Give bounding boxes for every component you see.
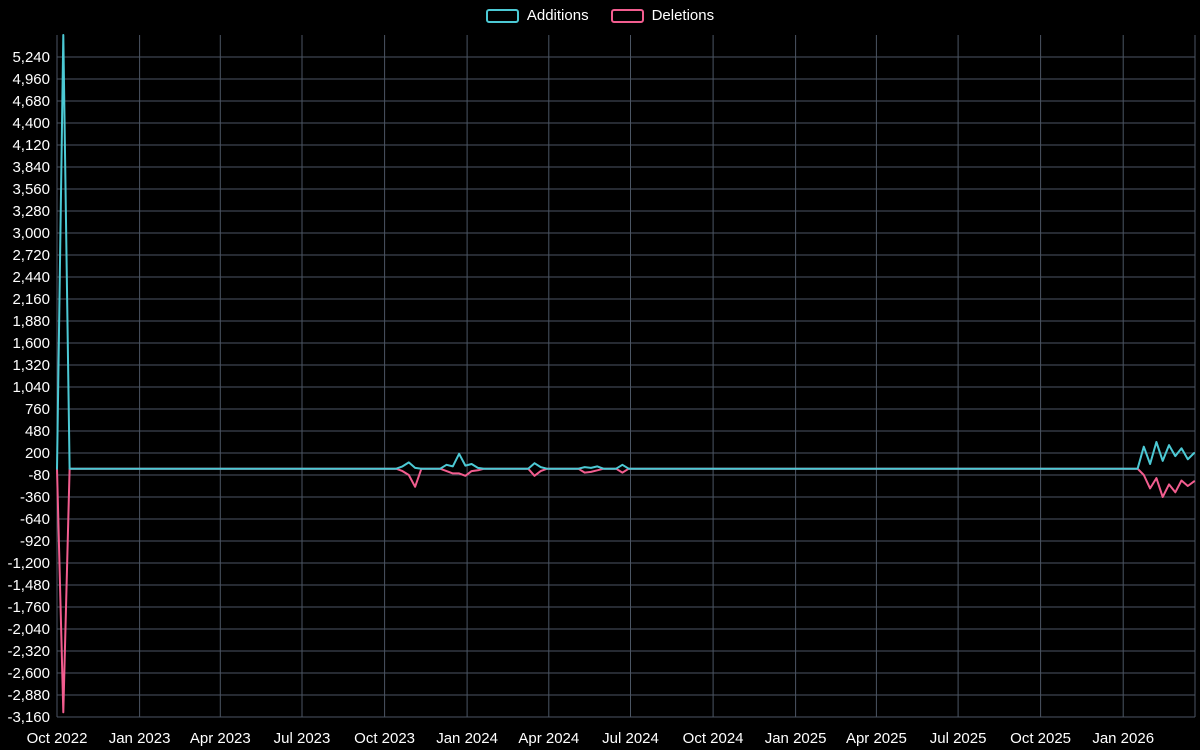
y-axis-tick-label: 3,840 [12, 159, 50, 176]
axis-labels: 5,240 4,960 4,680 4,400 4,120 3,840 3,560 3,280… [7, 49, 1154, 747]
legend-label-deletions: Deletions [651, 7, 715, 24]
y-axis-tick-label: 760 [25, 401, 50, 418]
y-axis-tick-label: -80 [28, 467, 50, 484]
grid-lines [56, 35, 1196, 718]
y-axis-tick-label: 200 [25, 445, 50, 462]
y-axis-tick-label: -920 [20, 533, 50, 550]
x-axis-tick-label: Jul 2025 [930, 730, 987, 747]
y-axis-tick-label: -1,200 [7, 555, 50, 572]
x-axis-tick-label: Apr 2024 [518, 730, 579, 747]
y-axis-tick-label: 3,560 [12, 181, 50, 198]
y-axis-tick-label: 2,720 [12, 247, 50, 264]
additions-swatch-icon [485, 9, 519, 23]
y-axis-tick-label: -2,040 [7, 621, 50, 638]
y-axis-tick-label: -3,160 [7, 709, 50, 726]
y-axis-tick-label: 2,160 [12, 291, 50, 308]
series-lines [56, 34, 1196, 714]
chart-legend: Additions Deletions [0, 7, 1200, 25]
y-axis-tick-label: 1,320 [12, 357, 50, 374]
x-axis-tick-label: Oct 2022 [27, 730, 88, 747]
additions-line [56, 34, 1196, 470]
legend-label-additions: Additions [526, 7, 589, 24]
y-axis-tick-label: -1,480 [7, 577, 50, 594]
y-axis-tick-label: 1,600 [12, 335, 50, 352]
x-axis-tick-label: Oct 2025 [1010, 730, 1071, 747]
y-axis-tick-label: -2,600 [7, 665, 50, 682]
x-axis-tick-label: Oct 2023 [354, 730, 415, 747]
y-axis-tick-label: 480 [25, 423, 50, 440]
y-axis-tick-label: 2,440 [12, 269, 50, 286]
y-axis-tick-label: 5,240 [12, 49, 50, 66]
y-axis-tick-label: 1,040 [12, 379, 50, 396]
y-axis-tick-label: 4,400 [12, 115, 50, 132]
x-axis-tick-label: Apr 2023 [190, 730, 251, 747]
y-axis-tick-label: -360 [20, 489, 50, 506]
x-axis-tick-label: Oct 2024 [683, 730, 744, 747]
y-axis-tick-label: -2,880 [7, 687, 50, 704]
deletions-line [56, 467, 1196, 714]
deletions-swatch-icon [610, 9, 644, 23]
x-axis-tick-label: Jul 2023 [274, 730, 331, 747]
x-axis-tick-label: Jan 2026 [1092, 730, 1154, 747]
x-axis-tick-label: Jan 2025 [765, 730, 827, 747]
y-axis-tick-label: 3,280 [12, 203, 50, 220]
y-axis-tick-label: 3,000 [12, 225, 50, 242]
y-axis-tick-label: 4,680 [12, 93, 50, 110]
x-axis-tick-label: Apr 2025 [846, 730, 907, 747]
y-axis-tick-label: -1,760 [7, 599, 50, 616]
y-axis-tick-label: -640 [20, 511, 50, 528]
y-axis-tick-label: 4,120 [12, 137, 50, 154]
x-axis-tick-label: Jul 2024 [602, 730, 659, 747]
legend-item-deletions[interactable]: Deletions [610, 7, 715, 25]
y-axis-tick-label: 1,880 [12, 313, 50, 330]
x-axis-tick-label: Jan 2023 [109, 730, 171, 747]
y-axis-tick-label: 4,960 [12, 71, 50, 88]
x-axis-tick-label: Jan 2024 [436, 730, 498, 747]
y-axis-tick-label: -2,320 [7, 643, 50, 660]
legend-item-additions[interactable]: Additions [485, 7, 589, 25]
